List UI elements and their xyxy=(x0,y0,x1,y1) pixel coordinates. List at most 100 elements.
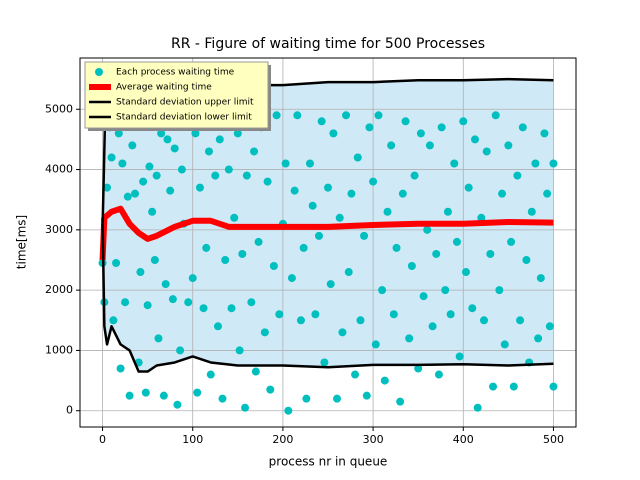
point xyxy=(536,274,545,283)
point xyxy=(500,340,509,349)
point xyxy=(509,382,518,391)
point xyxy=(468,304,477,313)
point xyxy=(152,171,161,180)
point xyxy=(250,147,259,156)
point xyxy=(247,298,256,307)
x-tick-label: 0 xyxy=(99,433,106,446)
plot-frame xyxy=(79,57,577,428)
x-tick-label: 400 xyxy=(453,433,474,446)
y-tick-label: 3000 xyxy=(45,223,73,236)
point xyxy=(516,316,525,325)
line xyxy=(99,205,554,261)
point xyxy=(141,388,150,397)
point xyxy=(173,400,182,409)
legend-marker xyxy=(95,68,103,76)
x-tick-label: 200 xyxy=(272,433,293,446)
point xyxy=(114,129,123,138)
point xyxy=(401,117,410,126)
point xyxy=(461,268,470,277)
point xyxy=(333,394,342,403)
point xyxy=(213,322,222,331)
x-tick-label: 500 xyxy=(543,433,564,446)
point xyxy=(324,183,332,192)
point xyxy=(269,262,278,271)
point xyxy=(302,394,311,403)
point xyxy=(235,346,244,355)
point xyxy=(123,192,132,201)
point xyxy=(543,189,552,198)
point xyxy=(335,213,344,222)
point xyxy=(224,165,233,174)
point xyxy=(504,141,513,150)
point xyxy=(344,268,353,277)
point xyxy=(369,177,378,186)
point xyxy=(491,111,500,120)
point xyxy=(405,334,414,343)
point xyxy=(459,117,468,126)
point xyxy=(320,358,329,367)
point xyxy=(163,135,172,144)
line xyxy=(101,217,554,373)
point xyxy=(434,370,443,379)
point xyxy=(527,207,536,216)
legend-label: Each process waiting time xyxy=(116,68,235,78)
point xyxy=(470,135,479,144)
point xyxy=(446,310,455,319)
point xyxy=(154,334,163,343)
point xyxy=(296,316,305,325)
x-axis-label: process nr in queue xyxy=(269,455,388,469)
point xyxy=(432,249,441,258)
point xyxy=(531,159,540,168)
point xyxy=(260,328,269,337)
point xyxy=(317,117,326,126)
point xyxy=(206,370,215,379)
chart-title: RR - Figure of waiting time for 500 Proc… xyxy=(171,36,485,52)
point xyxy=(540,129,549,138)
point xyxy=(150,255,159,264)
point xyxy=(464,183,473,192)
point xyxy=(118,159,127,168)
point xyxy=(161,280,170,289)
point xyxy=(365,123,374,132)
point xyxy=(184,298,193,307)
point xyxy=(380,376,389,385)
point xyxy=(215,135,224,144)
point xyxy=(131,189,140,198)
x-tick-label: 300 xyxy=(363,433,384,446)
point xyxy=(477,213,486,222)
point xyxy=(238,249,247,258)
point xyxy=(374,111,383,120)
x-tick-label: 100 xyxy=(182,433,203,446)
point xyxy=(305,159,314,168)
point xyxy=(507,237,516,246)
point xyxy=(396,397,405,406)
point xyxy=(522,255,531,264)
point xyxy=(272,111,281,120)
point xyxy=(128,141,137,150)
point xyxy=(353,153,362,162)
point xyxy=(308,201,317,210)
point xyxy=(423,225,432,234)
point xyxy=(419,292,428,301)
point xyxy=(176,346,185,355)
point xyxy=(281,159,290,168)
point xyxy=(482,147,491,156)
point xyxy=(441,286,450,295)
point xyxy=(389,310,398,319)
legend-box xyxy=(84,61,269,129)
point xyxy=(177,165,186,174)
point xyxy=(284,406,293,415)
point xyxy=(437,123,446,132)
legend-label: Standard deviation upper limit xyxy=(116,98,254,108)
point xyxy=(230,213,239,222)
point xyxy=(534,334,543,343)
point xyxy=(159,391,168,400)
point xyxy=(193,388,202,397)
point xyxy=(233,129,242,138)
point xyxy=(549,382,558,391)
y-tick-label: 2000 xyxy=(45,283,73,296)
point xyxy=(103,183,112,192)
point xyxy=(314,231,323,240)
point xyxy=(199,304,208,313)
